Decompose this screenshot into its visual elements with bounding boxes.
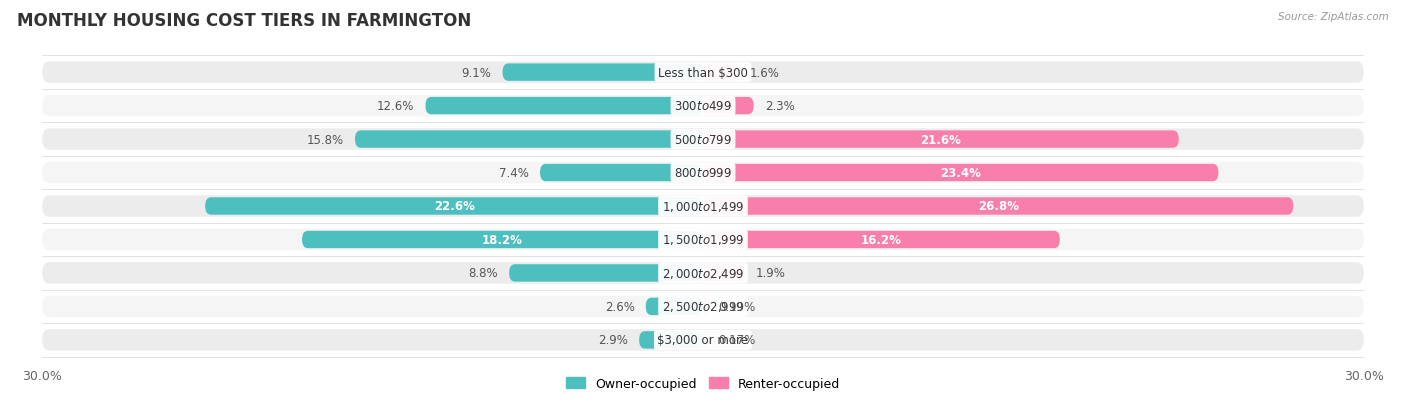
- Legend: Owner-occupied, Renter-occupied: Owner-occupied, Renter-occupied: [561, 372, 845, 395]
- Text: $2,000 to $2,499: $2,000 to $2,499: [662, 266, 744, 280]
- FancyBboxPatch shape: [540, 164, 703, 182]
- FancyBboxPatch shape: [703, 97, 754, 115]
- FancyBboxPatch shape: [42, 96, 1364, 117]
- Text: 7.4%: 7.4%: [499, 166, 529, 180]
- FancyBboxPatch shape: [703, 164, 1219, 182]
- Text: 15.8%: 15.8%: [307, 133, 344, 146]
- Text: 12.6%: 12.6%: [377, 100, 415, 113]
- Text: 8.8%: 8.8%: [468, 267, 498, 280]
- FancyBboxPatch shape: [42, 162, 1364, 184]
- Text: 2.9%: 2.9%: [598, 334, 628, 347]
- Text: 23.4%: 23.4%: [941, 166, 981, 180]
- FancyBboxPatch shape: [42, 296, 1364, 317]
- Text: Less than $300: Less than $300: [658, 66, 748, 79]
- FancyBboxPatch shape: [502, 64, 703, 82]
- FancyBboxPatch shape: [42, 330, 1364, 351]
- Text: $1,000 to $1,499: $1,000 to $1,499: [662, 199, 744, 214]
- Text: 1.6%: 1.6%: [749, 66, 779, 79]
- Text: 0.19%: 0.19%: [718, 300, 755, 313]
- Text: 2.6%: 2.6%: [605, 300, 634, 313]
- Text: 22.6%: 22.6%: [433, 200, 475, 213]
- FancyBboxPatch shape: [42, 62, 1364, 83]
- Text: 0.17%: 0.17%: [717, 334, 755, 347]
- Text: 1.9%: 1.9%: [756, 267, 786, 280]
- FancyBboxPatch shape: [640, 331, 703, 349]
- Text: 2.3%: 2.3%: [765, 100, 794, 113]
- Text: $800 to $999: $800 to $999: [673, 166, 733, 180]
- FancyBboxPatch shape: [42, 263, 1364, 284]
- FancyBboxPatch shape: [42, 129, 1364, 150]
- FancyBboxPatch shape: [703, 298, 707, 316]
- Text: $300 to $499: $300 to $499: [673, 100, 733, 113]
- Text: $1,500 to $1,999: $1,500 to $1,999: [662, 233, 744, 247]
- Text: Source: ZipAtlas.com: Source: ZipAtlas.com: [1278, 12, 1389, 22]
- FancyBboxPatch shape: [703, 64, 738, 82]
- FancyBboxPatch shape: [703, 265, 745, 282]
- FancyBboxPatch shape: [42, 229, 1364, 251]
- Text: $3,000 or more: $3,000 or more: [658, 334, 748, 347]
- FancyBboxPatch shape: [302, 231, 703, 249]
- FancyBboxPatch shape: [645, 298, 703, 316]
- FancyBboxPatch shape: [354, 131, 703, 148]
- FancyBboxPatch shape: [703, 131, 1178, 148]
- Text: $500 to $799: $500 to $799: [673, 133, 733, 146]
- Text: 9.1%: 9.1%: [461, 66, 492, 79]
- FancyBboxPatch shape: [703, 198, 1294, 215]
- Text: 26.8%: 26.8%: [977, 200, 1019, 213]
- Text: 16.2%: 16.2%: [860, 233, 901, 247]
- Text: MONTHLY HOUSING COST TIERS IN FARMINGTON: MONTHLY HOUSING COST TIERS IN FARMINGTON: [17, 12, 471, 30]
- FancyBboxPatch shape: [509, 265, 703, 282]
- FancyBboxPatch shape: [205, 198, 703, 215]
- Text: $2,500 to $2,999: $2,500 to $2,999: [662, 300, 744, 313]
- Text: 18.2%: 18.2%: [482, 233, 523, 247]
- FancyBboxPatch shape: [42, 196, 1364, 217]
- Text: 21.6%: 21.6%: [921, 133, 962, 146]
- FancyBboxPatch shape: [703, 331, 707, 349]
- FancyBboxPatch shape: [703, 231, 1060, 249]
- FancyBboxPatch shape: [426, 97, 703, 115]
